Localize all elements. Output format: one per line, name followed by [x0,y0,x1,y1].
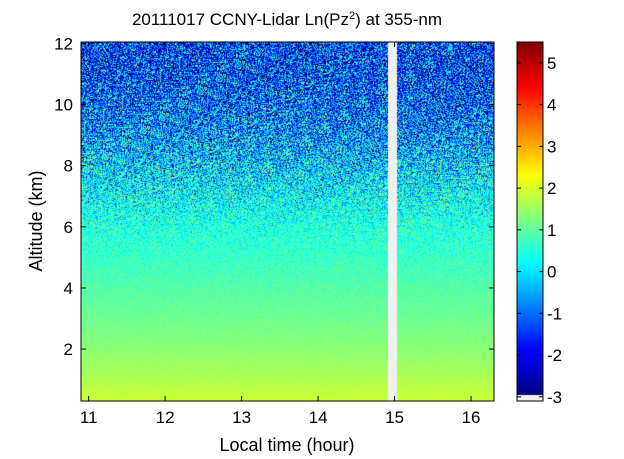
colorbar-frame [516,41,544,402]
colorbar-image [517,42,543,401]
y-axis: 2 4 6 8 10 12 [54,35,494,359]
y-tick-label: 6 [64,218,73,237]
x-tick-label: 13 [232,408,251,427]
colorbar-tick-label: -1 [547,304,562,323]
x-tick-label: 16 [462,408,481,427]
y-tick-label: 10 [54,96,73,115]
x-axis-label: Local time (hour) [219,435,354,455]
plot-frame [80,41,495,402]
y-axis-label: Altitude (km) [26,170,46,271]
colorbar-tick-label: 2 [547,179,556,198]
colorbar-tick-label: 0 [547,263,556,282]
colorbar-tick-label: 4 [547,96,556,115]
colorbar-tick-label: 3 [547,137,556,156]
heatmap-image [81,42,494,401]
x-tick-label: 12 [156,408,175,427]
chart-title: 20111017 CCNY-Lidar Ln(Pz2) at 355-nm [132,10,442,29]
colorbar-tick-label: -3 [547,388,562,407]
colorbar-tick-label: 1 [547,221,556,240]
colorbar-axis: -3 -2 -1 0 1 2 3 4 5 [517,54,562,407]
x-tick-label: 11 [80,408,98,427]
chart-title-superscript: 2 [349,10,355,22]
x-tick-label: 15 [385,408,404,427]
colorbar-tick-label: 5 [547,54,556,73]
x-axis: 11 12 13 14 15 16 [80,42,481,427]
x-tick-label: 14 [309,408,328,427]
y-tick-label: 2 [64,340,73,359]
y-tick-label: 4 [64,279,73,298]
colorbar-tick-label: -2 [547,346,562,365]
y-tick-label: 8 [64,157,73,176]
y-tick-label: 12 [54,35,73,54]
